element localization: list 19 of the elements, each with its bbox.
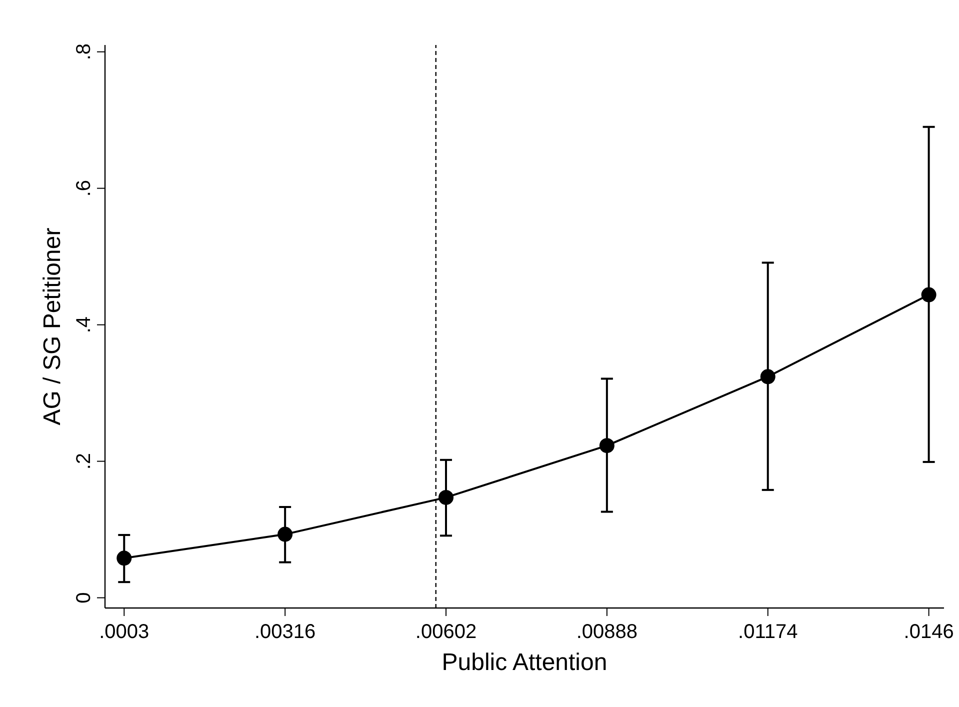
point (760, 369, 776, 384)
x-tick-label: .00888 (576, 621, 638, 643)
x-tick-label: .01174 (738, 621, 798, 643)
point (921, 287, 936, 302)
point (278, 526, 293, 542)
x-tick-label: .00602 (415, 621, 477, 643)
point (116, 550, 132, 566)
y-axis-title: AG / SG Petitioner (39, 228, 66, 426)
point (438, 490, 454, 505)
x-tick-label: .0146 (904, 621, 954, 643)
y-tick-label: 0 (73, 592, 95, 604)
x-tick-label: .0003 (99, 621, 150, 643)
y-tick-label: .4 (73, 316, 95, 334)
point (599, 438, 614, 454)
y-tick-label: .8 (73, 43, 95, 60)
x-tick-label: .00316 (254, 621, 316, 643)
y-tick-label: .2 (73, 452, 95, 470)
y-tick-label: .6 (73, 180, 95, 197)
x-axis-title: Public Attention (442, 649, 608, 676)
